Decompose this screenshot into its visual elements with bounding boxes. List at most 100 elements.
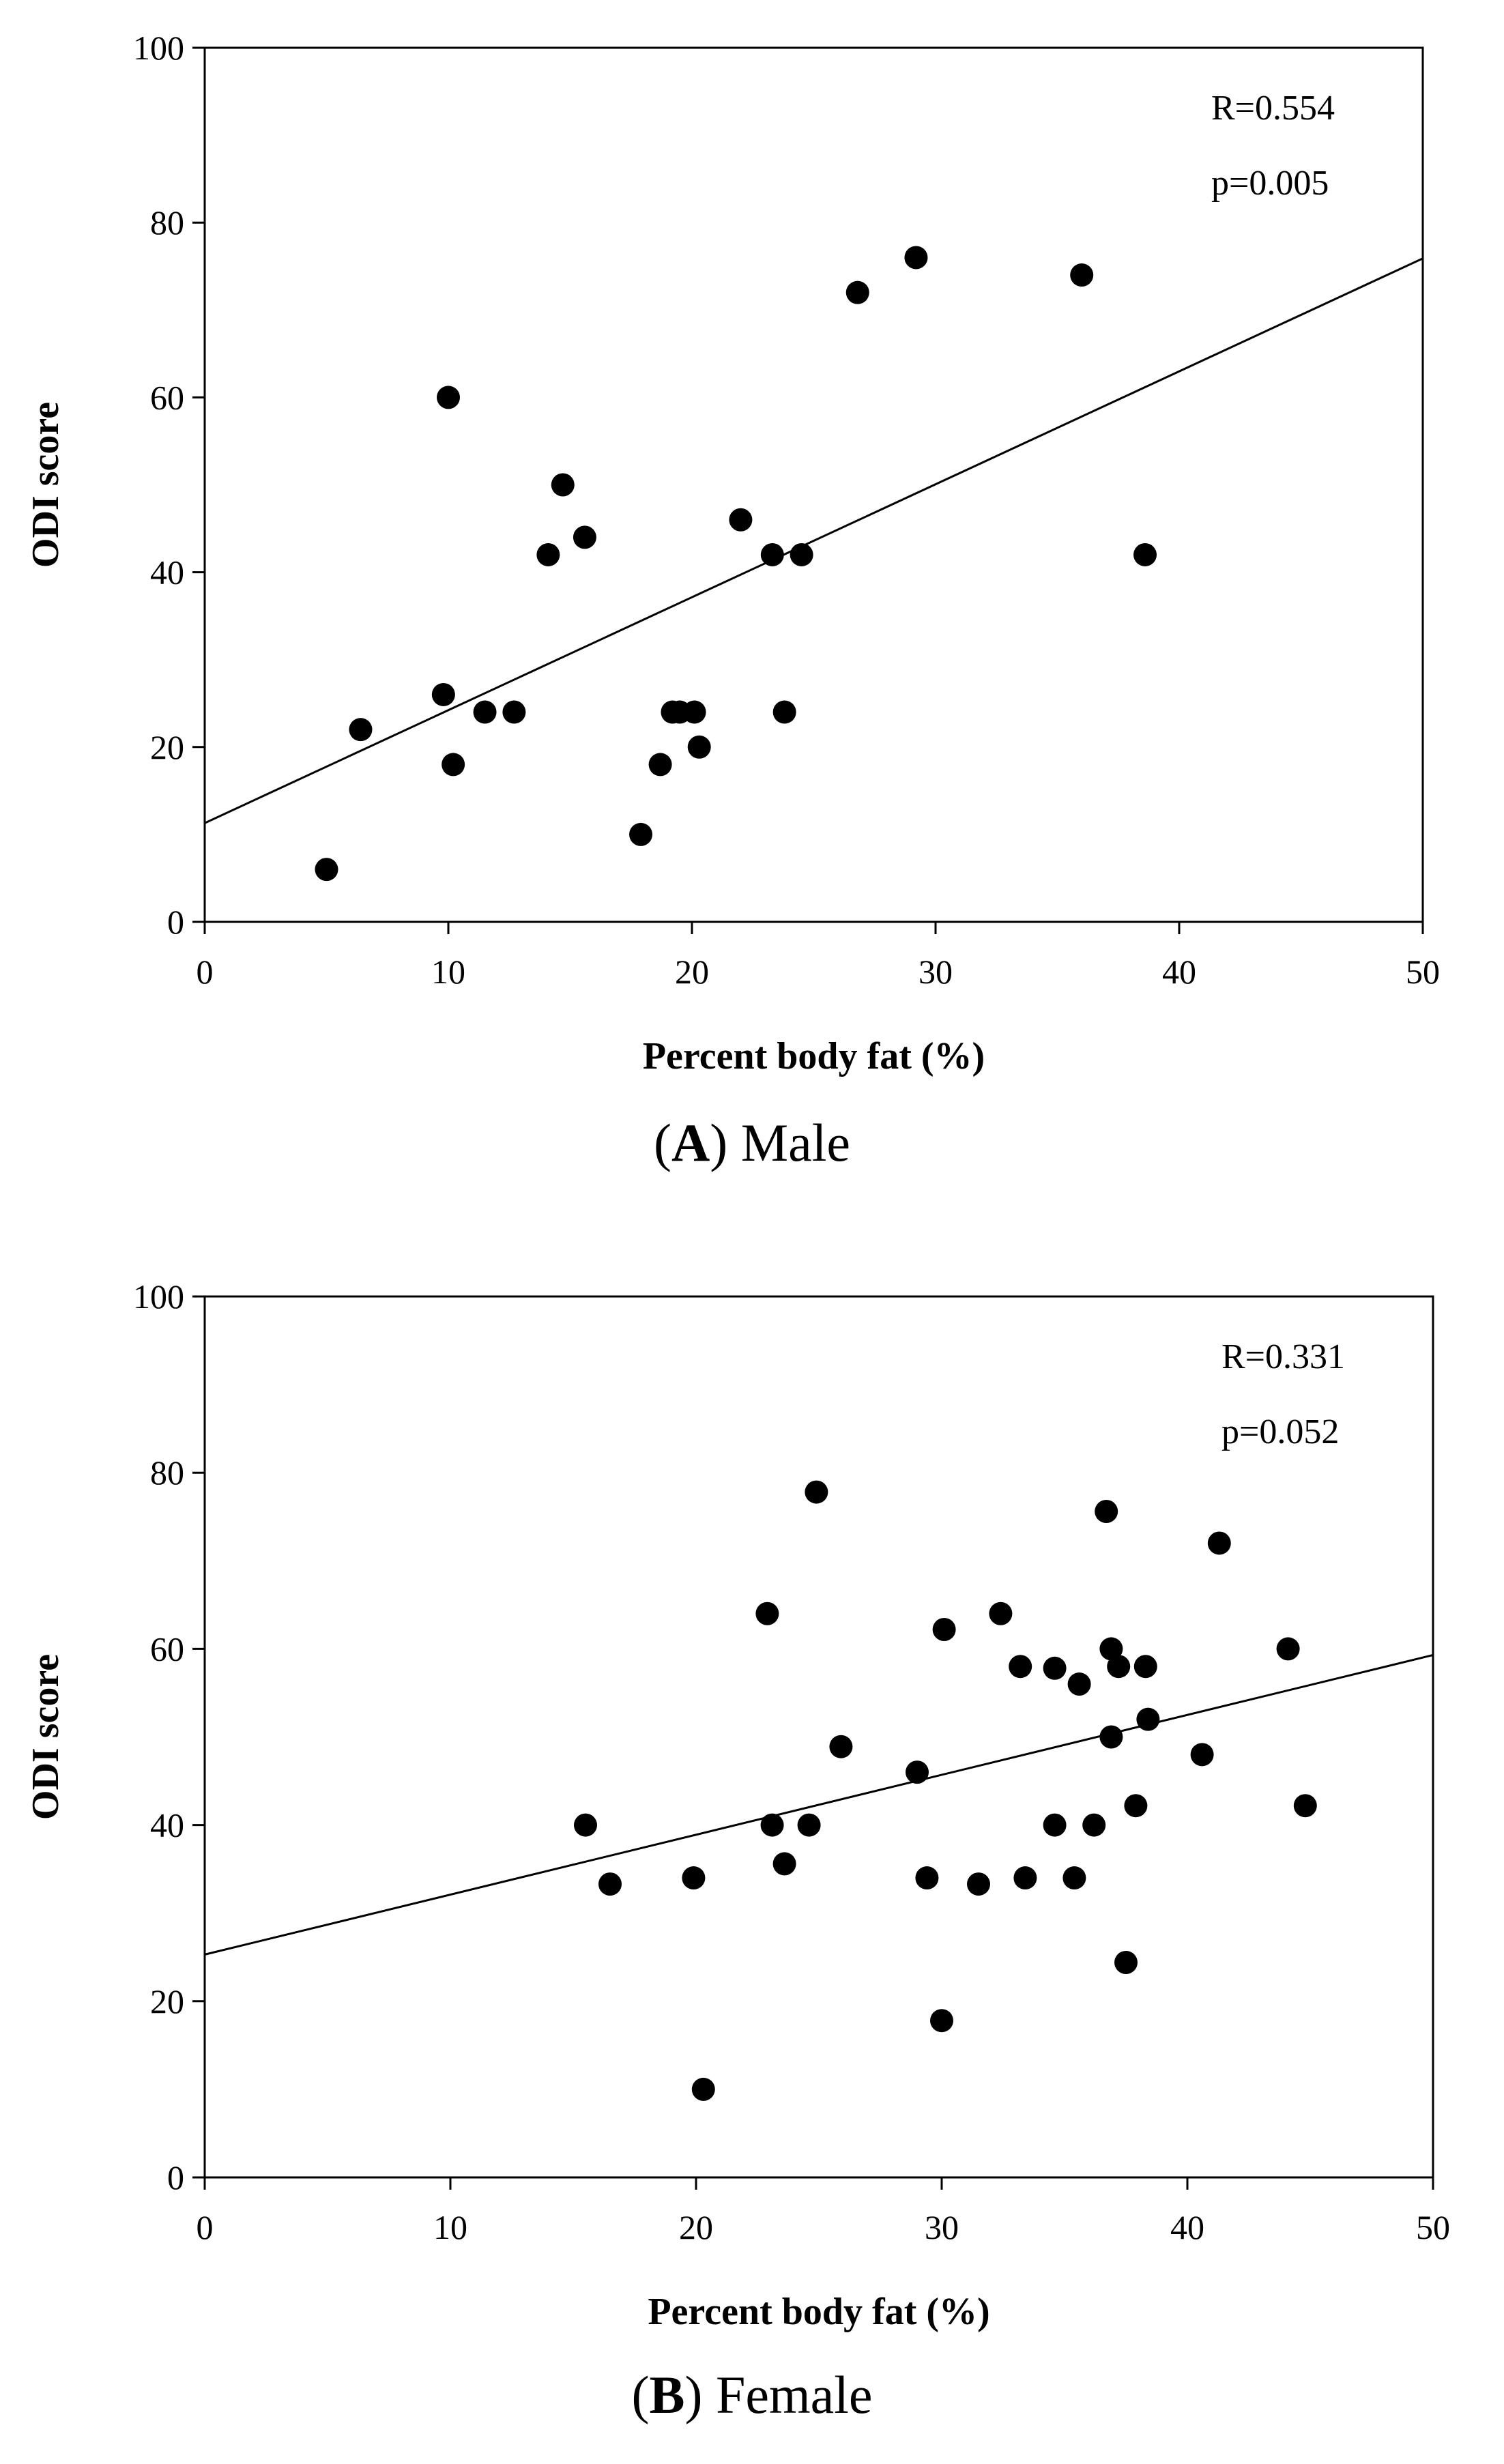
c0-data-point: [502, 700, 526, 724]
c1-data-point: [805, 1480, 828, 1504]
c0-y-tick-label: 20: [150, 728, 184, 766]
c0-plot-frame: [203, 46, 1424, 923]
c1-data-point: [906, 1760, 929, 1784]
c0-data-point: [760, 542, 784, 566]
c0-x-tick-label: 40: [1162, 953, 1196, 991]
c0-data-point: [442, 753, 465, 777]
c1-data-point: [989, 1601, 1013, 1625]
c0-data-point: [845, 280, 869, 304]
c1-x-tick-label: 50: [1416, 2208, 1450, 2246]
c1-r-value: R=0.331: [1221, 1337, 1345, 1376]
c0-data-point: [315, 858, 338, 882]
c1-data-point: [1099, 1637, 1123, 1661]
c0-x-tick-label: 30: [919, 953, 953, 991]
c1-y-tick-label: 100: [133, 1277, 184, 1316]
caption-b-letter: B: [649, 2365, 685, 2424]
c0-data-point: [772, 700, 796, 724]
c1-data-point: [755, 1601, 779, 1625]
c1-y-axis-label: ODI score: [25, 1654, 67, 1820]
c0-r-value: R=0.554: [1211, 89, 1335, 128]
c0-x-tick-label: 10: [431, 953, 465, 991]
c0-p-value: p=0.005: [1211, 164, 1329, 203]
c1-data-point: [829, 1735, 853, 1758]
c1-data-point: [1067, 1672, 1091, 1696]
c1-regression-line: [204, 1653, 1434, 1956]
panel-b-female: 0 20 40 60 80 100 0 10 20 30 40 50 Percent body fat …: [0, 1232, 1504, 2463]
c0-x-axis-label: Percent body fat (%): [643, 1035, 985, 1077]
c1-data-point: [1136, 1707, 1160, 1731]
panel-a-male: 0 20 40 60 80 100 0 10 20 30 40 50 Percent body fat …: [25, 29, 1440, 1172]
c0-data-point: [437, 386, 460, 409]
c0-data-point: [687, 735, 711, 759]
c0-y-tick-label: 0: [167, 903, 184, 941]
c1-data-point: [1095, 1500, 1118, 1524]
c1-x-axis-label: Percent body fat (%): [648, 2291, 989, 2333]
c1-data-point: [1207, 1531, 1231, 1555]
c0-data-point: [349, 718, 373, 742]
c1-data-point: [1124, 1794, 1148, 1818]
c1-y-tick-label: 20: [150, 1982, 184, 2020]
c1-p-value: p=0.052: [1221, 1412, 1339, 1451]
scatter-chart-female: 0 20 40 60 80 100 0 10 20 30 40 50 Percent body fat …: [25, 1277, 1450, 2333]
c1-data-point: [1062, 1866, 1086, 1890]
c0-data-point: [1070, 263, 1094, 287]
c0-y-tick-label: 40: [150, 553, 184, 592]
c0-data-point: [682, 700, 706, 724]
c1-data-point: [1009, 1655, 1032, 1679]
c1-data-point: [1013, 1866, 1037, 1890]
c1-data-point: [1114, 1950, 1138, 1974]
c1-data-point: [598, 1872, 622, 1896]
caption-a-letter: A: [671, 1113, 710, 1172]
c1-data-point: [691, 2077, 715, 2101]
c0-y-axis-label: ODI score: [25, 402, 67, 568]
c0-data-point: [729, 508, 753, 532]
c0-x-tick-label: 50: [1406, 953, 1440, 991]
c1-y-tick-label: 0: [167, 2158, 184, 2197]
caption-a: (A) Male: [653, 1113, 851, 1172]
c1-data-point: [1190, 1743, 1214, 1767]
scatter-chart-male: 0 20 40 60 80 100 0 10 20 30 40 50 Percent body fat …: [25, 29, 1440, 1077]
c1-y-tick-label: 40: [150, 1806, 184, 1844]
c1-plot-frame: [203, 1295, 1434, 2179]
c0-y-tick-label: 60: [150, 378, 184, 416]
c0-y-tick-label: 100: [133, 29, 184, 67]
c1-data-point: [915, 1866, 939, 1890]
c1-x-tick-label: 30: [925, 2208, 959, 2246]
c0-data-point: [573, 525, 596, 549]
c0-data-point: [551, 473, 575, 497]
c1-data-point: [760, 1813, 784, 1837]
c1-data-point: [682, 1866, 706, 1890]
c1-data-point: [574, 1813, 597, 1837]
c1-data-point: [1107, 1655, 1131, 1679]
c1-data-point: [967, 1872, 990, 1896]
c0-y-tick-label: 80: [150, 203, 184, 242]
c0-x-tick-label: 20: [675, 953, 709, 991]
c0-regression-line: [204, 257, 1423, 824]
c1-data-point: [797, 1813, 821, 1837]
c1-data-point: [1043, 1813, 1067, 1837]
c1-y-tick-label: 60: [150, 1629, 184, 1668]
c1-y-tick-label: 80: [150, 1453, 184, 1492]
c0-data-point: [1133, 542, 1157, 566]
caption-b-title: Female: [715, 2365, 873, 2424]
c0-data-point: [629, 822, 653, 846]
c1-data-point: [1099, 1725, 1123, 1749]
c0-data-point: [790, 542, 813, 566]
c1-data-point: [932, 1617, 956, 1641]
c0-data-point: [536, 542, 560, 566]
c1-x-tick-label: 40: [1170, 2208, 1204, 2246]
c0-x-tick-label: 0: [197, 953, 214, 991]
c1-data-point: [772, 1852, 796, 1876]
caption-a-title: Male: [740, 1113, 851, 1172]
c0-data-point: [648, 753, 672, 777]
c0-data-point: [904, 246, 928, 270]
c1-data-point: [930, 2009, 953, 2033]
c1-x-tick-label: 0: [197, 2208, 214, 2246]
caption-b: (B) Female: [631, 2365, 873, 2424]
c0-data-point: [431, 682, 455, 706]
c0-data-point: [473, 700, 497, 724]
c1-data-point: [1043, 1656, 1067, 1680]
c1-data-point: [1133, 1655, 1157, 1679]
c1-data-point: [1276, 1637, 1300, 1661]
c1-x-tick-label: 10: [433, 2208, 467, 2246]
